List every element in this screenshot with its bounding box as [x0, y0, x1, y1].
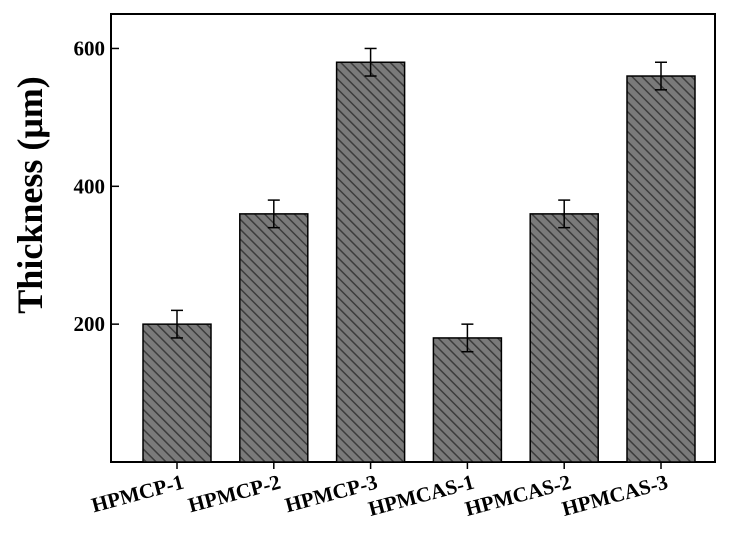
x-tick-label: HPMCP-1: [89, 470, 186, 518]
plot-area-frame: [110, 13, 716, 463]
bar-hpmcas-3: [626, 75, 696, 463]
y-axis-title: Thickness (μm): [10, 76, 50, 313]
x-tick-label: HPMCAS-2: [462, 470, 573, 521]
x-tick-label: HPMCP-2: [186, 470, 283, 518]
bar-hpmcas-1: [432, 337, 503, 463]
y-tick-label: 400: [74, 174, 106, 198]
y-tick-label: 600: [74, 36, 106, 60]
x-tick-label: HPMCAS-3: [559, 470, 670, 521]
bar-hpmcas-2: [529, 213, 599, 463]
bar-hpmcp-1: [142, 323, 212, 463]
bar-hpmcp-3: [335, 61, 406, 463]
y-tick-label: 200: [74, 312, 106, 336]
x-tick-label: HPMCAS-1: [366, 470, 477, 521]
x-tick-label: HPMCP-3: [282, 470, 379, 518]
bar-hpmcp-2: [239, 213, 309, 463]
